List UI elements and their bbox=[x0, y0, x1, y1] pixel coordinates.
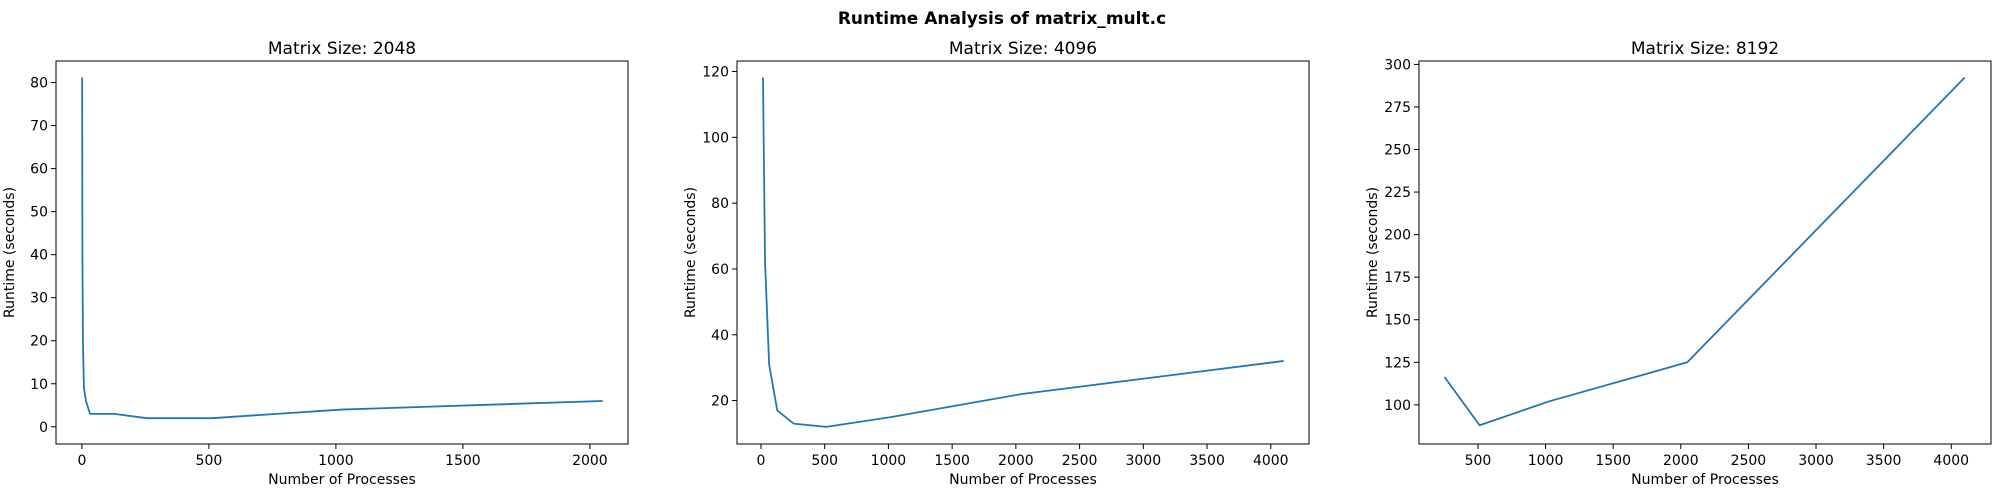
y-tick-label: 70 bbox=[30, 119, 48, 135]
x-tick-label: 1000 bbox=[318, 453, 354, 469]
x-tick-label: 0 bbox=[77, 453, 86, 469]
y-axis-label: Runtime (seconds) bbox=[1365, 187, 1381, 318]
y-tick-label: 275 bbox=[1384, 100, 1411, 116]
y-tick-label: 10 bbox=[30, 377, 48, 393]
x-tick-label: 3500 bbox=[1866, 453, 1902, 469]
series-line-1 bbox=[81, 77, 603, 420]
y-tick-label: 60 bbox=[30, 162, 48, 178]
x-tick-label: 500 bbox=[196, 453, 223, 469]
subplot-1: Matrix Size: 2048 0 500 1000 1500 2000 0 10 20 30… bbox=[2, 39, 629, 488]
y-tick-label: 50 bbox=[30, 205, 48, 221]
y-tick-label: 30 bbox=[30, 291, 48, 307]
x-tick-label: 0 bbox=[756, 453, 765, 469]
x-tick-label: 4000 bbox=[1933, 453, 1969, 469]
y-tick-label: 300 bbox=[1384, 57, 1411, 73]
y-tick-label: 80 bbox=[30, 76, 48, 92]
y-tick-label: 20 bbox=[711, 394, 729, 410]
y-tick-label: 100 bbox=[1384, 398, 1411, 414]
x-tick-label: 2000 bbox=[998, 453, 1034, 469]
x-tick-label: 2000 bbox=[572, 453, 608, 469]
y-axis-label: Runtime (seconds) bbox=[2, 187, 18, 318]
x-tick-label: 3000 bbox=[1125, 453, 1161, 469]
axes-frame bbox=[1418, 60, 1992, 445]
axes-frame bbox=[55, 60, 629, 445]
y-tick-label: 0 bbox=[39, 420, 48, 436]
x-tick-label: 2000 bbox=[1663, 453, 1699, 469]
x-tick-label: 4000 bbox=[1253, 453, 1289, 469]
x-tick-label: 1500 bbox=[934, 453, 970, 469]
series-line-1 bbox=[1444, 77, 1966, 427]
y-tick-label: 80 bbox=[711, 196, 729, 212]
x-tick-label: 2500 bbox=[1062, 453, 1098, 469]
x-tick-label: 500 bbox=[811, 453, 838, 469]
x-tick-label: 1500 bbox=[445, 453, 481, 469]
y-tick-label: 150 bbox=[1384, 313, 1411, 329]
y-tick-label: 120 bbox=[702, 65, 729, 81]
x-axis-label: Number of Processes bbox=[268, 472, 416, 488]
y-tick-label: 60 bbox=[711, 262, 729, 278]
y-tick-label: 20 bbox=[30, 334, 48, 350]
x-tick-label: 500 bbox=[1465, 453, 1492, 469]
figure-title: Runtime Analysis of matrix_mult.c bbox=[838, 9, 1166, 29]
y-tick-label: 40 bbox=[711, 328, 729, 344]
subplot-title: Matrix Size: 2048 bbox=[268, 39, 416, 59]
x-tick-label: 3000 bbox=[1798, 453, 1834, 469]
y-tick-label: 125 bbox=[1384, 355, 1411, 371]
x-tick-label: 1000 bbox=[1528, 453, 1564, 469]
y-axis-label: Runtime (seconds) bbox=[683, 187, 699, 318]
x-tick-label: 3500 bbox=[1189, 453, 1225, 469]
axes-frame bbox=[736, 60, 1310, 445]
subplot-3: Matrix Size: 8192 500 1000 1500 2000 2500 3000… bbox=[1365, 39, 1992, 488]
y-tick-label: 225 bbox=[1384, 185, 1411, 201]
y-tick-label: 100 bbox=[702, 130, 729, 146]
subplot-2: Matrix Size: 4096 0 500 1000 1500 2000 2500 300… bbox=[683, 39, 1310, 488]
series-line-1 bbox=[762, 77, 1284, 428]
y-tick-label: 200 bbox=[1384, 228, 1411, 244]
x-tick-label: 1000 bbox=[871, 453, 907, 469]
y-tick-label: 175 bbox=[1384, 270, 1411, 286]
subplot-title: Matrix Size: 4096 bbox=[949, 39, 1097, 59]
y-tick-label: 40 bbox=[30, 248, 48, 264]
x-axis-label: Number of Processes bbox=[1631, 472, 1779, 488]
subplot-title: Matrix Size: 8192 bbox=[1631, 39, 1779, 59]
x-tick-label: 2500 bbox=[1731, 453, 1767, 469]
y-tick-label: 250 bbox=[1384, 143, 1411, 159]
x-tick-label: 1500 bbox=[1595, 453, 1631, 469]
x-axis-label: Number of Processes bbox=[949, 472, 1097, 488]
